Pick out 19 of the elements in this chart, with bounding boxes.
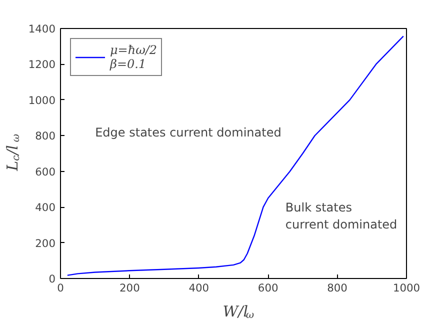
- line-series: [66, 36, 404, 276]
- y-tick-label: 1000: [28, 94, 56, 107]
- annotation: Bulk states current dominated: [285, 200, 398, 232]
- y-tick-label: 800: [35, 130, 56, 143]
- y-axis-title: Lc/lω: [4, 134, 22, 172]
- x-tick-label: 800: [327, 282, 348, 294]
- y-tick-label: 1400: [28, 22, 56, 36]
- y-tick-label: 200: [35, 236, 56, 250]
- y-tick-label: 1200: [28, 58, 56, 72]
- annotation: Edge states current dominated: [95, 125, 282, 140]
- y-tick-label: 0: [48, 272, 56, 286]
- x-tick-label: 0: [57, 282, 64, 294]
- y-tick-label: 600: [35, 165, 56, 178]
- x-tick-label: 1000: [392, 282, 420, 294]
- x-tick-label: 600: [258, 282, 278, 294]
- x-tick-label: 200: [120, 282, 140, 294]
- y-tick-label: 400: [35, 201, 56, 214]
- x-tick-label: 400: [188, 282, 210, 294]
- legend-label: μ=ħω/2 β=0.1: [110, 43, 158, 71]
